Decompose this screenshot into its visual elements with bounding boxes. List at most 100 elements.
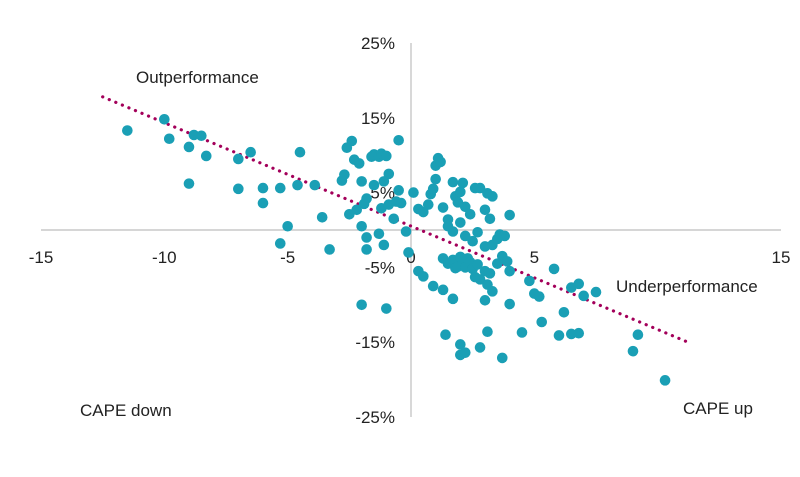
data-point [356, 299, 367, 311]
data-point [632, 329, 644, 341]
data-point [316, 211, 328, 223]
data-point [309, 179, 321, 191]
data-point [274, 182, 286, 194]
data-point [346, 135, 358, 147]
data-point [361, 232, 372, 243]
data-point [395, 197, 407, 209]
data-point [393, 185, 404, 196]
data-point [427, 183, 439, 195]
data-point [501, 256, 513, 267]
data-point [183, 178, 195, 189]
data-point [533, 291, 545, 302]
data-point [339, 169, 350, 180]
data-point [487, 286, 498, 297]
data-point [358, 198, 370, 210]
data-point [496, 352, 508, 364]
data-point [294, 146, 306, 158]
data-point [183, 141, 195, 153]
data-point [274, 238, 286, 249]
annotation-underperformance: Underperformance [616, 277, 758, 296]
data-point [455, 217, 466, 228]
data-point [590, 286, 602, 298]
y-tick-label: -15% [355, 333, 395, 352]
data-point [353, 158, 365, 169]
annotation-cape-down: CAPE down [80, 401, 172, 420]
data-point [427, 280, 439, 292]
data-point [524, 275, 535, 287]
data-point [163, 133, 175, 145]
data-point [324, 244, 335, 255]
data-points [122, 113, 671, 386]
data-point [159, 113, 170, 125]
data-point [400, 226, 412, 237]
data-point [464, 208, 476, 220]
x-tick-labels: -15 -10 -5 0 5 15 [29, 248, 791, 267]
data-point [492, 233, 503, 245]
data-point [408, 187, 419, 198]
y-tick-labels: 25%15%5%-5%-15%-25% [355, 34, 395, 427]
data-point [536, 316, 548, 328]
data-point [388, 213, 400, 225]
x-tick-label: -5 [280, 248, 295, 267]
x-tick-label: 0 [406, 248, 415, 267]
data-point [504, 265, 515, 277]
data-point [245, 146, 256, 158]
data-point [292, 179, 303, 191]
data-point [440, 329, 451, 341]
data-point [200, 150, 212, 162]
y-tick-label: -25% [355, 408, 395, 427]
x-tick-label: -10 [152, 248, 177, 267]
data-point [282, 220, 293, 232]
data-point [459, 230, 471, 242]
data-point [487, 191, 498, 202]
data-point [504, 209, 515, 221]
y-tick-label: 25% [361, 34, 395, 53]
data-point [484, 268, 496, 279]
data-point [516, 327, 528, 338]
data-point [467, 235, 478, 247]
data-point [351, 204, 363, 216]
data-point [459, 347, 471, 358]
data-point [122, 125, 133, 136]
data-point [447, 226, 459, 237]
data-point [474, 182, 486, 194]
data-point [578, 290, 589, 302]
data-point [373, 228, 385, 240]
data-point [457, 177, 469, 189]
data-point [504, 298, 515, 310]
x-tick-label: 5 [530, 248, 539, 267]
data-point [381, 150, 392, 162]
data-point [257, 182, 269, 194]
data-point [257, 197, 269, 209]
data-point [558, 306, 570, 318]
data-point [627, 345, 639, 357]
data-point [356, 220, 367, 232]
data-point [479, 204, 491, 216]
data-point [233, 183, 244, 195]
x-tick-label: 15 [772, 248, 791, 267]
data-point [378, 239, 390, 251]
data-point [447, 293, 459, 305]
data-point [455, 339, 466, 350]
data-point [383, 168, 395, 180]
data-point [455, 186, 466, 198]
data-point [356, 176, 367, 187]
data-point [492, 258, 503, 269]
annotation-outperformance: Outperformance [136, 68, 259, 87]
data-point [482, 326, 493, 338]
data-point [447, 176, 459, 188]
data-point [548, 263, 560, 275]
data-point [233, 153, 244, 165]
data-point [435, 156, 446, 168]
data-point [437, 202, 449, 213]
data-point [472, 259, 483, 270]
data-point [479, 295, 491, 306]
data-point [573, 327, 585, 339]
data-point [422, 199, 434, 210]
data-point [196, 130, 207, 142]
annotation-cape-up: CAPE up [683, 399, 753, 418]
y-tick-label: -5% [365, 258, 395, 277]
y-tick-label: 15% [361, 109, 395, 128]
data-point [393, 134, 404, 146]
